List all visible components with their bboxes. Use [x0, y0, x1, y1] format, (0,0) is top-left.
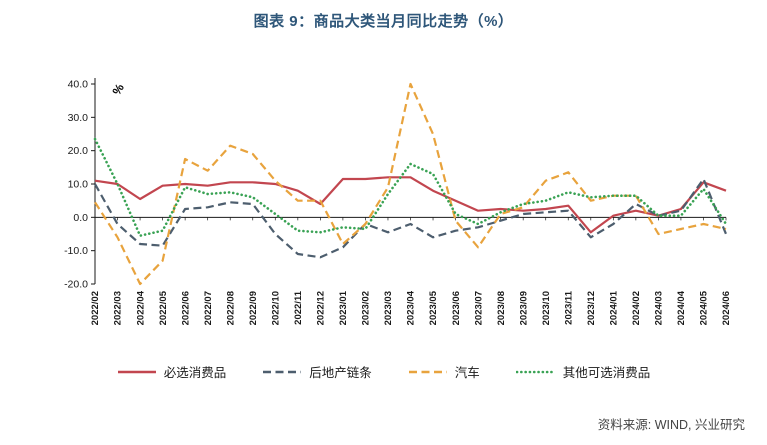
x-axis-label: 2023/02 [361, 291, 372, 325]
x-axis-label: 2024/02 [631, 291, 642, 325]
legend-swatch-dotted-line [515, 370, 556, 373]
series-line [94, 82, 727, 286]
legend-label: 后地产链条 [309, 366, 372, 380]
x-axis-label: 2024/05 [699, 290, 710, 325]
y-tick-label: 40.0 [68, 79, 89, 91]
x-axis-label: 2023/09 [518, 291, 529, 325]
source-note: 资料来源: WIND, 兴业研究 [597, 418, 745, 432]
legend-swatch-dashed-line [263, 370, 302, 373]
x-axis-label: 2022/08 [225, 291, 236, 325]
y-tick-label: 30.0 [68, 112, 89, 124]
x-axis-label: 2023/08 [496, 291, 507, 325]
y-tick-label: 20.0 [68, 145, 89, 157]
chart-legend: 必选消费品 后地产链条 汽车 其他可选消费品 [0, 362, 767, 381]
x-axis-label: 2024/03 [654, 291, 665, 325]
y-tick-label: 10.0 [68, 179, 89, 191]
x-axis-label: 2023/12 [586, 291, 597, 325]
x-axis-label: 2022/09 [248, 291, 259, 325]
legend-swatch-solid-line [117, 370, 156, 373]
x-axis-label: 2023/07 [473, 291, 484, 325]
legend-label: 必选消费品 [163, 366, 227, 380]
series-line [94, 176, 727, 234]
x-axis-label: 2023/10 [541, 291, 552, 325]
x-axis-label: 2024/06 [721, 291, 732, 325]
x-axis-label: 2024/04 [676, 290, 687, 325]
legend-label: 其他可选消费品 [562, 366, 651, 380]
legend-label: 汽车 [454, 366, 480, 380]
y-tick-label: -20.0 [64, 279, 88, 291]
x-axis-label: 2022/12 [316, 291, 327, 325]
legend-item: 必选消费品 [117, 362, 227, 381]
x-axis-label: 2022/05 [158, 290, 169, 325]
x-axis-label: 2022/07 [203, 291, 214, 325]
x-axis-label: 2023/01 [338, 290, 349, 325]
series-line [93, 137, 728, 237]
x-axis-label: 2023/06 [451, 291, 462, 325]
x-axis-label: 2023/11 [563, 290, 574, 325]
legend-item: 汽车 [408, 362, 480, 381]
x-axis-label: 2022/03 [113, 291, 124, 325]
y-tick-label: 0.0 [73, 212, 88, 224]
x-axis-label: 2023/03 [383, 291, 394, 325]
x-axis-label: 2023/05 [428, 290, 439, 325]
line-chart: 40.0 30.0 20.0 10.0 0.0 -10.0 -20.0% 2022/02 202… [64, 78, 732, 325]
x-axis-label: 2022/06 [180, 291, 191, 325]
x-axis-label: 2022/04 [135, 290, 146, 325]
series-line [94, 177, 728, 259]
x-axis-label: 2023/04 [406, 290, 417, 325]
legend-item: 其他可选消费品 [515, 362, 651, 381]
legend-item: 后地产链条 [262, 362, 372, 381]
y-axis-unit-label: % [109, 81, 127, 98]
x-axis-label: 2022/02 [90, 291, 101, 325]
legend-swatch-dashed-line [408, 370, 447, 373]
y-tick-label: -10.0 [64, 245, 88, 257]
chart-title: 图表 9：商品大类当月同比走势（%） [253, 13, 514, 30]
x-axis-label: 2024/01 [609, 290, 620, 325]
x-axis-label: 2022/11 [293, 290, 304, 325]
x-axis-label: 2022/10 [270, 291, 281, 325]
